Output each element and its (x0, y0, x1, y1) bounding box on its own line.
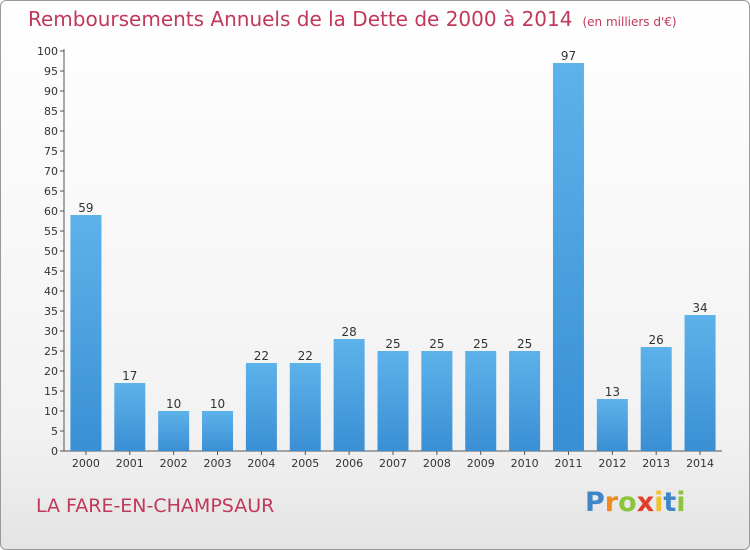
x-tick-label: 2014 (686, 457, 714, 470)
bar (158, 411, 190, 451)
proxiti-logo: Proxiti (585, 487, 686, 518)
bar (596, 399, 628, 451)
bar (509, 351, 541, 451)
y-tick-label: 60 (44, 205, 58, 218)
x-tick-label: 2010 (511, 457, 539, 470)
logo-letter: t (663, 487, 677, 518)
bar-value-label: 25 (517, 337, 532, 351)
bar-value-label: 28 (341, 325, 356, 339)
y-tick-label: 50 (44, 245, 58, 258)
place-name: LA FARE-EN-CHAMPSAUR (36, 495, 275, 517)
y-tick-label: 65 (44, 185, 58, 198)
bar (377, 351, 409, 451)
x-tick-label: 2001 (116, 457, 144, 470)
logo-letter: r (604, 487, 619, 518)
y-tick-label: 95 (44, 65, 58, 78)
y-tick-label: 15 (44, 385, 58, 398)
bar (684, 315, 716, 451)
logo-letter: o (618, 487, 637, 518)
bar (202, 411, 234, 451)
y-tick-label: 40 (44, 285, 58, 298)
y-tick-label: 25 (44, 345, 58, 358)
x-tick-label: 2009 (467, 457, 495, 470)
bar (421, 351, 453, 451)
y-tick-label: 0 (51, 445, 58, 458)
logo-letter: i (654, 487, 664, 518)
bar-value-label: 10 (166, 397, 181, 411)
bar (552, 63, 584, 451)
x-tick-label: 2008 (423, 457, 451, 470)
logo-letter: i (676, 487, 686, 518)
bar-value-label: 26 (649, 333, 664, 347)
bar (245, 363, 277, 451)
bar-value-label: 22 (254, 349, 269, 363)
y-tick-label: 100 (37, 45, 58, 58)
bar-value-label: 10 (210, 397, 225, 411)
y-tick-label: 30 (44, 325, 58, 338)
y-tick-label: 80 (44, 125, 58, 138)
logo-letter: P (585, 487, 605, 518)
y-tick-label: 20 (44, 365, 58, 378)
chart-title: Remboursements Annuels de la Dette de 20… (28, 7, 677, 31)
x-tick-label: 2007 (379, 457, 407, 470)
x-tick-label: 2005 (291, 457, 319, 470)
x-tick-label: 2004 (247, 457, 275, 470)
bar-value-label: 13 (605, 385, 620, 399)
y-tick-label: 10 (44, 405, 58, 418)
logo-letter: x (636, 487, 655, 518)
bar-value-label: 25 (429, 337, 444, 351)
chart-title-text: Remboursements Annuels de la Dette de 20… (28, 7, 573, 31)
y-tick-label: 55 (44, 225, 58, 238)
y-tick-label: 45 (44, 265, 58, 278)
bar-value-label: 17 (122, 369, 137, 383)
bar-value-label: 22 (298, 349, 313, 363)
bar (640, 347, 672, 451)
y-tick-label: 85 (44, 105, 58, 118)
bar-value-label: 25 (385, 337, 400, 351)
x-tick-label: 2011 (554, 457, 582, 470)
x-tick-label: 2002 (160, 457, 188, 470)
y-tick-label: 70 (44, 165, 58, 178)
x-tick-label: 2013 (642, 457, 670, 470)
x-tick-label: 2003 (204, 457, 232, 470)
x-tick-label: 2000 (72, 457, 100, 470)
bar-value-label: 25 (473, 337, 488, 351)
chart-bars: 59 17 10 10 22 22 28 25 25 25 25 97 13 26 34 (70, 49, 716, 451)
bar (289, 363, 321, 451)
bar (114, 383, 146, 451)
bar (465, 351, 497, 451)
bar-value-label: 34 (692, 301, 707, 315)
bar (333, 339, 365, 451)
y-tick-label: 35 (44, 305, 58, 318)
y-tick-label: 75 (44, 145, 58, 158)
x-tick-label: 2012 (598, 457, 626, 470)
y-tick-label: 90 (44, 85, 58, 98)
y-tick-label: 5 (51, 425, 58, 438)
bar (70, 215, 102, 451)
bar-value-label: 59 (78, 201, 93, 215)
chart-unit: (en milliers d'€) (582, 15, 677, 29)
chart-axes: 0 5 10 15 20 25 30 35 40 45 50 55 60 65 70 75 80 85 90 95 10… (37, 45, 722, 470)
x-tick-label: 2006 (335, 457, 363, 470)
bar-value-label: 97 (561, 49, 576, 63)
